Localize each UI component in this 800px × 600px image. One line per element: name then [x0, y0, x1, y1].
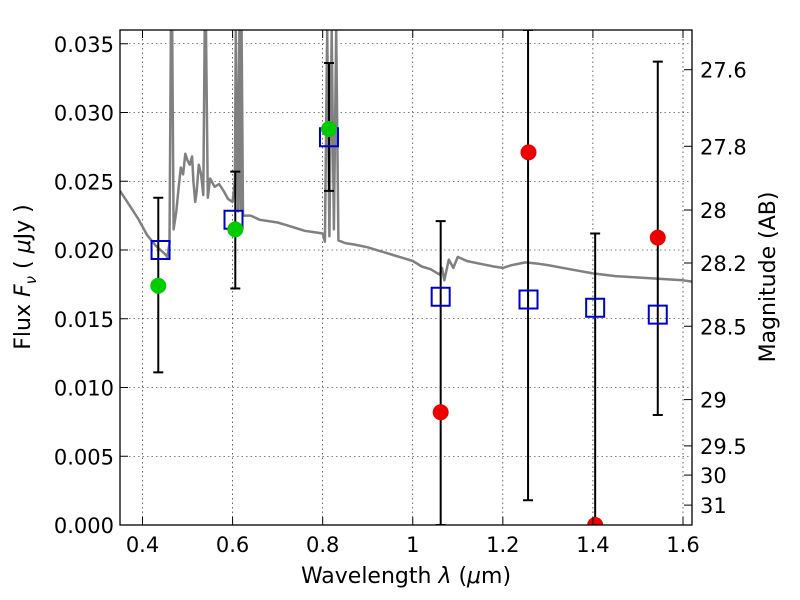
model-band-flux-marker [518, 289, 539, 310]
data-series [120, 30, 692, 525]
y2-tick-label: 28.5 [700, 315, 747, 339]
observed-flux-point [649, 229, 666, 246]
observed-flux-point [432, 404, 449, 421]
y2-tick-label: 29 [700, 389, 727, 413]
model-band-flux-marker [150, 240, 171, 260]
y2-tick-label: 31 [700, 494, 727, 518]
x-tick-label: 1.6 [666, 533, 699, 557]
y-tick-label: 0.010 [54, 377, 114, 401]
y-tick-label: 0.005 [54, 445, 114, 469]
y2-tick-label: 28.2 [700, 252, 747, 276]
observed-flux-point [150, 277, 167, 294]
y2-tick-label: 28 [700, 199, 727, 223]
plot-frame [119, 29, 693, 526]
y2-tick-label: 30 [700, 464, 727, 488]
axis-ticks: 0.4 0.6 0.8 1 1.2 1.4 1.6 0.000 0.005 0.010 0.015 0… [54, 30, 747, 557]
y-tick-label: 0.035 [54, 33, 114, 57]
observed-flux-point [227, 221, 244, 238]
model-spectrum-line [120, 30, 692, 283]
y-axis-title: Flux Fν ( μJy ) [11, 204, 40, 349]
y-tick-label: 0.025 [54, 170, 114, 194]
observed-flux-point [587, 517, 604, 525]
observed-flux-point [320, 121, 337, 137]
y-tick-label: 0.030 [54, 102, 114, 126]
y-tick-label: 0.020 [54, 239, 114, 263]
x-tick-label: 1.2 [486, 533, 519, 557]
y-tick-label: 0.000 [54, 514, 114, 538]
y2-tick-label: 27.8 [700, 135, 747, 159]
y2-tick-label: 29.5 [700, 435, 747, 459]
grid [120, 30, 692, 526]
y2-tick-label: 27.6 [700, 59, 747, 83]
x-tick-label: 1.4 [576, 533, 609, 557]
x-tick-label: 0.6 [216, 533, 249, 557]
x-tick-label: 0.8 [306, 533, 339, 557]
x-axis-title: Wavelength λ (μm) [301, 564, 511, 589]
model-band-flux-marker [585, 297, 606, 318]
y2-axis-title: Magnitude (AB) [756, 192, 781, 363]
x-tick-label: 0.4 [126, 533, 159, 557]
y-tick-label: 0.015 [54, 308, 114, 332]
x-tick-label: 1 [406, 533, 419, 557]
model-band-flux-marker [430, 286, 451, 307]
observed-flux-point [520, 144, 537, 161]
model-band-flux-marker [647, 304, 668, 325]
